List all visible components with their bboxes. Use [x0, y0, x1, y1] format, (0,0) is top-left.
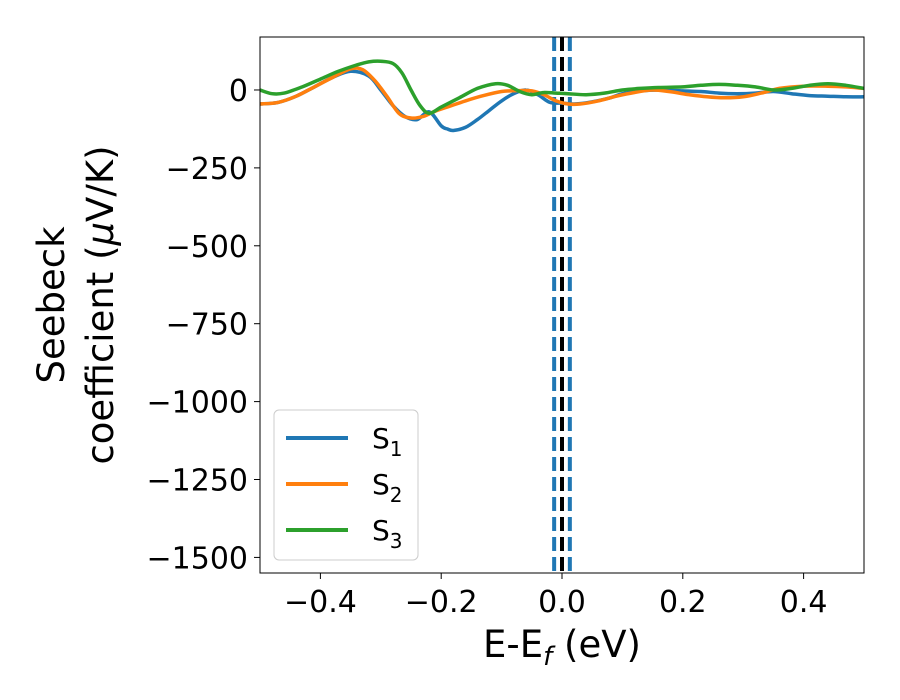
y-tick-label: −750 [166, 308, 248, 343]
y-tick-label: 0 [229, 74, 248, 109]
x-axis-label: E-Ef (eV) [483, 623, 641, 672]
y-tick-label: −250 [166, 152, 248, 187]
x-axis-label-unit: (eV) [552, 623, 641, 666]
series-line-s3 [260, 59, 864, 116]
legend-label-s3: S3 [372, 514, 403, 553]
legend-label-s2: S2 [372, 468, 403, 507]
y-tick-label: −1500 [147, 541, 248, 576]
y-axis: 0 −250 −500 −750 −1000 −1250 −1500 [147, 74, 260, 576]
y-tick-label: −500 [166, 230, 248, 265]
reference-lines [552, 37, 572, 573]
series-lines [260, 59, 864, 133]
legend: S1 S2 S3 [273, 409, 419, 561]
y-axis-label: Seebeck coefficient (μV/K) [30, 145, 122, 464]
x-tick-label: 0.4 [780, 585, 828, 620]
y-axis-label-line1: Seebeck [30, 226, 73, 384]
y-axis-label-mu: μ [79, 222, 122, 247]
y-axis-label-suffix: V/K) [79, 145, 122, 221]
x-tick-label: −0.2 [405, 585, 478, 620]
y-axis-label-prefix: coefficient ( [79, 245, 122, 464]
legend-label-s1: S1 [372, 422, 403, 461]
x-tick-label: 0.0 [538, 585, 586, 620]
x-axis: −0.4 −0.2 0.0 0.2 0.4 [284, 573, 827, 620]
x-tick-label: −0.4 [284, 585, 357, 620]
y-tick-label: −1250 [147, 464, 248, 499]
x-axis-label-base: E-E [483, 623, 543, 666]
y-tick-label: −1000 [147, 386, 248, 421]
y-axis-label-line2: coefficient (μV/K) [79, 145, 122, 464]
x-tick-label: 0.2 [659, 585, 707, 620]
